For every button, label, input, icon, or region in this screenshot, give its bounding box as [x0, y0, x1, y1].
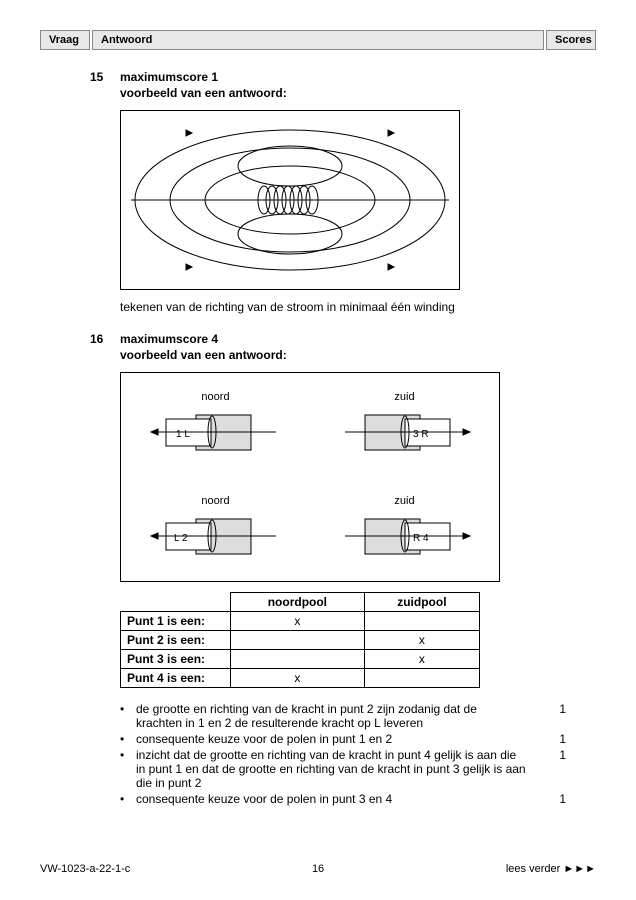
table-row: Punt 2 is een: x [121, 631, 480, 650]
bullet-mark: • [120, 702, 136, 730]
label-nw: noord [201, 391, 229, 403]
cell-n [231, 650, 365, 669]
q15-figure [120, 110, 460, 290]
bullet-mark: • [120, 792, 136, 806]
bullet-text: consequente keuze voor de polen in punt … [136, 732, 546, 746]
q15-caption: tekenen van de richting van de stroom in… [120, 300, 566, 314]
cell-z [364, 612, 479, 631]
bullet-text: de grootte en richting van de kracht in … [136, 702, 546, 730]
bullet-pts: 1 [546, 748, 566, 790]
q16-header: 16 maximumscore 4 [90, 332, 566, 346]
q16-figure: noord 1 L zuid [120, 372, 500, 582]
header-antwoord: Antwoord [92, 30, 544, 50]
q16-sub: voorbeeld van een antwoord: [120, 348, 566, 362]
cell-z [364, 669, 479, 688]
diag-ne: zuid 3 R [310, 373, 499, 477]
q16-title: maximumscore 4 [120, 332, 566, 346]
label-sw: noord [201, 495, 229, 507]
cell-n: x [231, 612, 365, 631]
diag-sw: noord L 2 [121, 477, 310, 581]
table-row: Punt 1 is een: x [121, 612, 480, 631]
row-label: Punt 4 is een: [121, 669, 231, 688]
bullet-list: • de grootte en richting van de kracht i… [120, 702, 566, 806]
th-empty [121, 593, 231, 612]
row-label: Punt 2 is een: [121, 631, 231, 650]
table-row: Punt 4 is een: x [121, 669, 480, 688]
bullet-pts: 1 [546, 732, 566, 746]
coil-field-svg [126, 116, 454, 284]
svg-text:1 L: 1 L [176, 429, 190, 440]
cell-z: x [364, 650, 479, 669]
footer: VW-1023-a-22-1-c 16 lees verder ►►► [40, 863, 596, 875]
footer-left: VW-1023-a-22-1-c [40, 863, 130, 875]
bullet-mark: • [120, 748, 136, 790]
bullet-mark: • [120, 732, 136, 746]
bullet-text: inzicht dat de grootte en richting van d… [136, 748, 546, 790]
diag-se: zuid R 4 [310, 477, 499, 581]
bullet-pts: 1 [546, 792, 566, 806]
row-label: Punt 1 is een: [121, 612, 231, 631]
svg-text:R 4: R 4 [413, 533, 429, 544]
row-label: Punt 3 is een: [121, 650, 231, 669]
table-row: Punt 3 is een: x [121, 650, 480, 669]
header-score: Scores [546, 30, 596, 50]
footer-center: 16 [312, 863, 324, 875]
q15-num: 15 [90, 70, 120, 84]
svg-text:L 2: L 2 [174, 533, 188, 544]
bullet-text: consequente keuze voor de polen in punt … [136, 792, 546, 806]
cell-n: x [231, 669, 365, 688]
bullet-item: • inzicht dat de grootte en richting van… [120, 748, 566, 790]
header-vraag: Vraag [40, 30, 90, 50]
bullet-pts: 1 [546, 702, 566, 730]
footer-right: lees verder ►►► [506, 863, 596, 875]
th-zuid: zuidpool [364, 593, 479, 612]
diag-nw: noord 1 L [121, 373, 310, 477]
header-row: Vraag Antwoord Scores [40, 30, 596, 50]
q15-sub: voorbeeld van een antwoord: [120, 86, 566, 100]
bullet-item: • consequente keuze voor de polen in pun… [120, 792, 566, 806]
pole-table: noordpool zuidpool Punt 1 is een: x Punt… [120, 592, 480, 688]
cell-n [231, 631, 365, 650]
bullet-item: • de grootte en richting van de kracht i… [120, 702, 566, 730]
q15-header: 15 maximumscore 1 [90, 70, 566, 84]
cell-z: x [364, 631, 479, 650]
content: 15 maximumscore 1 voorbeeld van een antw… [40, 70, 596, 806]
label-se: zuid [394, 495, 414, 507]
label-ne: zuid [394, 391, 414, 403]
bullet-item: • consequente keuze voor de polen in pun… [120, 732, 566, 746]
svg-text:3 R: 3 R [413, 429, 429, 440]
q15-title: maximumscore 1 [120, 70, 566, 84]
th-noord: noordpool [231, 593, 365, 612]
q16-num: 16 [90, 332, 120, 346]
